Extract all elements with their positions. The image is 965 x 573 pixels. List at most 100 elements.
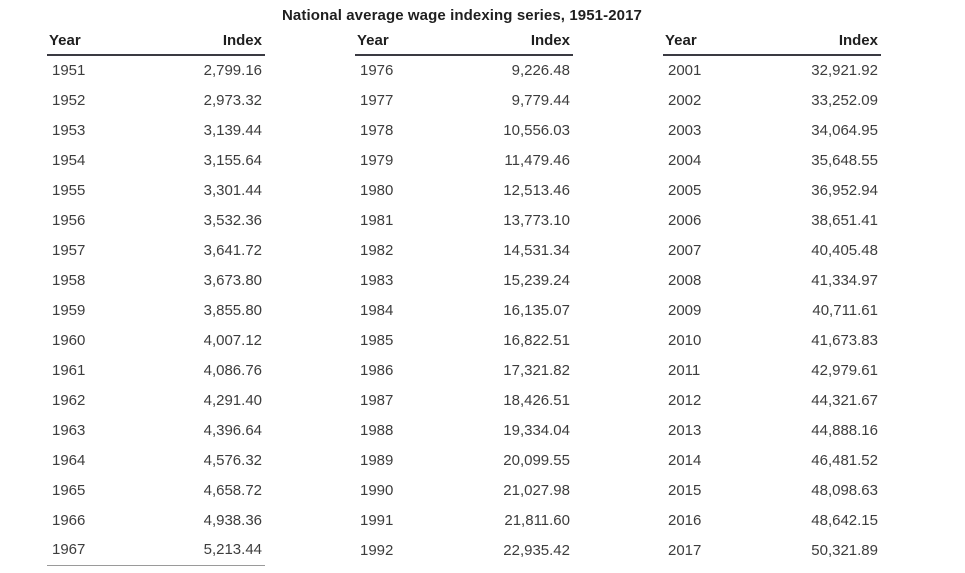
table-row: 2002 33,252.09	[663, 85, 881, 115]
table-row: 2001 32,921.92	[663, 55, 881, 85]
index-cell: 16,822.51	[503, 331, 570, 349]
year-cell: 1989	[360, 451, 394, 469]
year-cell: 1954	[52, 151, 86, 169]
index-cell: 20,099.55	[503, 451, 570, 469]
year-cell: 1967	[52, 541, 86, 559]
table-row: 1957 3,641.72	[47, 235, 265, 265]
index-cell: 3,532.36	[203, 211, 262, 229]
index-cell: 46,481.52	[811, 451, 878, 469]
index-cell: 4,086.76	[203, 361, 262, 379]
index-cell: 21,811.60	[504, 511, 570, 529]
index-cell: 21,027.98	[503, 481, 570, 499]
year-cell: 2013	[668, 421, 702, 439]
table-row: 2009 40,711.61	[663, 295, 881, 325]
year-cell: 2016	[668, 511, 702, 529]
table-row: 1966 4,938.36	[47, 505, 265, 535]
index-cell: 34,064.95	[811, 121, 878, 139]
table-row: 1988 19,334.04	[355, 415, 573, 445]
table-row: 1954 3,155.64	[47, 145, 265, 175]
year-cell: 2012	[668, 391, 702, 409]
table-row: 1952 2,973.32	[47, 85, 265, 115]
year-cell: 1956	[52, 211, 86, 229]
index-cell: 4,396.64	[203, 421, 262, 439]
year-cell: 1977	[360, 91, 394, 109]
year-cell: 1951	[52, 62, 86, 79]
index-cell: 3,855.80	[203, 301, 262, 319]
table-row: 2011 42,979.61	[663, 355, 881, 385]
table-row: 1992 22,935.42	[355, 535, 573, 565]
year-cell: 1964	[52, 451, 86, 469]
index-cell: 48,642.15	[811, 511, 878, 529]
index-cell: 44,888.16	[811, 421, 878, 439]
index-cell: 40,711.61	[812, 301, 878, 319]
index-cell: 3,641.72	[203, 241, 262, 259]
table-row: 1962 4,291.40	[47, 385, 265, 415]
index-cell: 19,334.04	[503, 421, 570, 439]
index-cell: 3,155.64	[203, 151, 262, 169]
index-cell: 14,531.34	[503, 241, 570, 259]
table-row: 1976 9,226.48	[355, 55, 573, 85]
index-cell: 18,426.51	[503, 391, 570, 409]
page: National average wage indexing series, 1…	[47, 7, 924, 566]
page-title: National average wage indexing series, 1…	[282, 7, 642, 24]
wage-table-2001-2017: Year Index 2001 32,921.92 2002 33,252.09 200…	[663, 32, 881, 566]
index-cell: 42,979.61	[811, 361, 878, 379]
table-row: 1986 17,321.82	[355, 355, 573, 385]
year-cell: 1983	[360, 271, 394, 289]
index-cell: 2,799.16	[203, 62, 262, 79]
table-row: 2015 48,098.63	[663, 475, 881, 505]
year-cell: 2011	[668, 361, 701, 379]
year-cell: 2005	[668, 181, 702, 199]
table-row: 1978 10,556.03	[355, 115, 573, 145]
year-cell: 1978	[360, 121, 394, 139]
table-row: 1989 20,099.55	[355, 445, 573, 475]
year-cell: 1982	[360, 241, 394, 259]
table-header: Year Index	[663, 32, 881, 56]
year-cell: 1976	[360, 62, 394, 79]
table-row: 1965 4,658.72	[47, 475, 265, 505]
index-cell: 32,921.92	[811, 62, 878, 79]
index-cell: 4,576.32	[203, 451, 262, 469]
index-cell: 9,226.48	[511, 62, 570, 79]
table-row: 2016 48,642.15	[663, 505, 881, 535]
table-row: 2005 36,952.94	[663, 175, 881, 205]
index-cell: 33,252.09	[811, 91, 878, 109]
table-row: 2012 44,321.67	[663, 385, 881, 415]
year-cell: 2002	[668, 91, 702, 109]
year-cell: 2004	[668, 151, 702, 169]
year-cell: 2001	[668, 62, 702, 79]
index-cell: 15,239.24	[503, 271, 570, 289]
index-cell: 38,651.41	[811, 211, 878, 229]
year-cell: 1953	[52, 121, 86, 139]
year-cell: 1979	[360, 151, 394, 169]
index-cell: 9,779.44	[511, 91, 570, 109]
table-row: 1963 4,396.64	[47, 415, 265, 445]
wage-table-1951-1967: Year Index 1951 2,799.16 1952 2,973.32 1953 3…	[47, 32, 265, 566]
index-cell: 50,321.89	[811, 541, 878, 559]
year-cell: 1992	[360, 541, 394, 559]
index-cell: 41,334.97	[811, 271, 878, 289]
index-cell: 5,213.44	[203, 541, 262, 559]
table-body: 1951 2,799.16 1952 2,973.32 1953 3,139.44 1954…	[47, 55, 265, 565]
table-row: 1977 9,779.44	[355, 85, 573, 115]
year-cell: 1987	[360, 391, 394, 409]
index-cell: 48,098.63	[811, 481, 878, 499]
year-cell: 1959	[52, 301, 86, 319]
table-header: Year Index	[47, 32, 265, 56]
year-cell: 1981	[360, 211, 394, 229]
table-body: 1976 9,226.48 1977 9,779.44 1978 10,556.03 197…	[355, 55, 573, 566]
table-row: 1961 4,086.76	[47, 355, 265, 385]
table-row: 1964 4,576.32	[47, 445, 265, 475]
index-cell: 16,135.07	[503, 301, 570, 319]
wage-table-1976-1992: Year Index 1976 9,226.48 1977 9,779.44 1978 1…	[355, 32, 573, 566]
year-cell: 2009	[668, 301, 702, 319]
year-cell: 1980	[360, 181, 394, 199]
table-row: 2008 41,334.97	[663, 265, 881, 295]
table-row: 1987 18,426.51	[355, 385, 573, 415]
year-cell: 1991	[360, 511, 394, 529]
index-cell: 11,479.46	[504, 151, 570, 169]
table-row: 2010 41,673.83	[663, 325, 881, 355]
year-cell: 1958	[52, 271, 86, 289]
wage-index-tables: Year Index 1951 2,799.16 1952 2,973.32 1953 3…	[47, 32, 924, 566]
index-cell: 41,673.83	[811, 331, 878, 349]
